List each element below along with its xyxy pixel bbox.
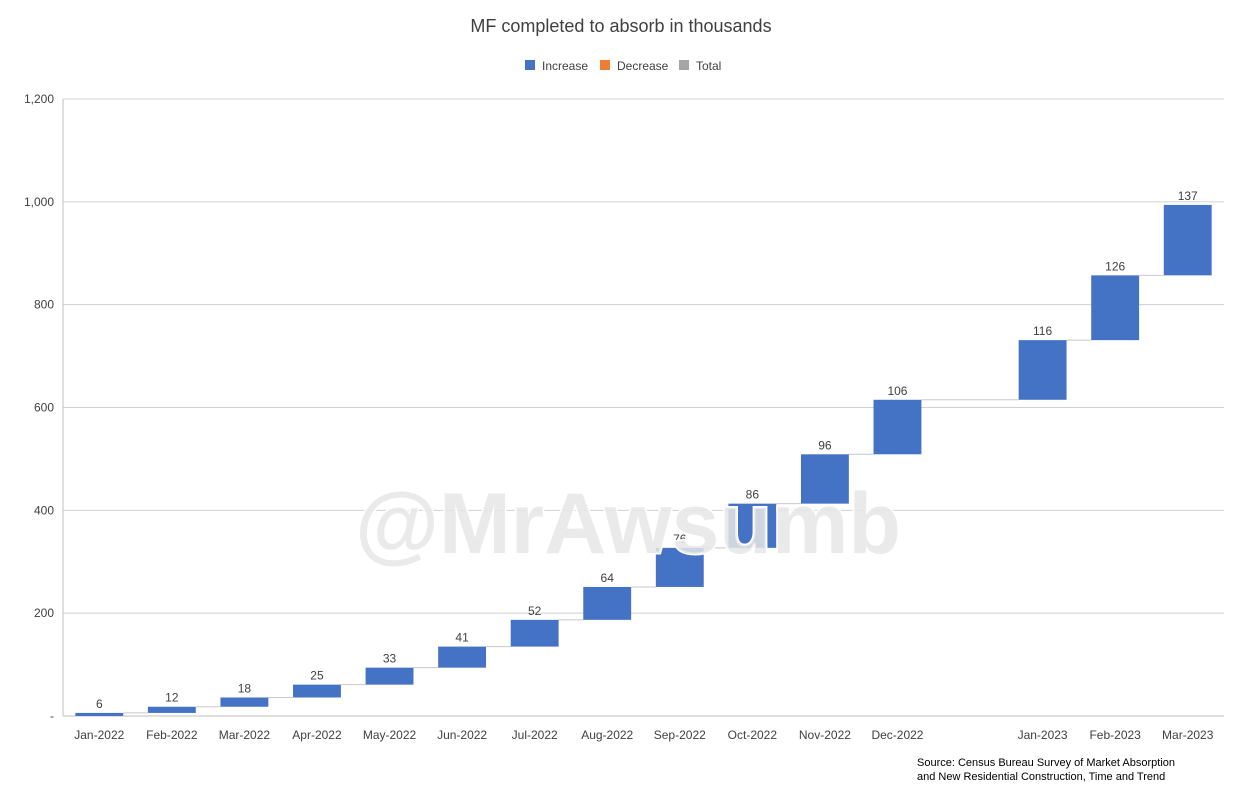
legend-label-total: Total (696, 59, 721, 73)
data-label: 52 (528, 604, 542, 618)
bar (438, 646, 487, 668)
x-axis-ticks: Jan-2022 Feb-2022 Mar-2022 Apr-2022 May-2022… (74, 728, 1213, 742)
y-tick-label: 1,200 (24, 92, 54, 106)
bar (1018, 340, 1067, 400)
x-tick-label: Jun-2022 (437, 728, 487, 742)
x-tick-label: Jul-2022 (512, 728, 558, 742)
source-line-1: Source: Census Bureau Survey of Market A… (917, 757, 1176, 769)
bar (728, 503, 777, 548)
chart-title: MF completed to absorb in thousands (470, 16, 771, 36)
data-label: 12 (165, 691, 179, 705)
x-tick-label: Mar-2023 (1162, 728, 1214, 742)
x-tick-label: Jan-2023 (1018, 728, 1068, 742)
x-tick-label: Mar-2022 (219, 728, 271, 742)
x-tick-label: Oct-2022 (728, 728, 778, 742)
bar (583, 586, 632, 620)
bar (147, 706, 196, 713)
bar (800, 454, 849, 504)
y-tick-label: 400 (34, 503, 54, 517)
data-label: 41 (455, 631, 469, 645)
legend-swatch-decrease (600, 60, 610, 70)
data-label: 116 (1033, 324, 1052, 338)
data-label: 76 (673, 532, 687, 546)
x-tick-label: Dec-2022 (871, 728, 923, 742)
y-tick-label: 600 (34, 401, 54, 415)
data-label: 18 (238, 681, 252, 695)
data-label: 25 (310, 669, 324, 683)
source-line-2: and New Residential Construction, Time a… (917, 771, 1166, 783)
legend-swatch-increase (525, 60, 535, 70)
x-tick-label: Feb-2023 (1089, 728, 1141, 742)
data-labels: 6 12 18 25 33 41 52 64 76 86 96 106 116 126 137 (96, 189, 1198, 711)
bars (75, 204, 1212, 716)
legend-swatch-total (679, 60, 689, 70)
watermark: @MrAwsumb (355, 476, 901, 572)
bar-connectors (123, 274, 1164, 714)
bar (365, 667, 414, 685)
gridlines (62, 98, 1224, 717)
x-tick-label: Apr-2022 (292, 728, 342, 742)
data-label: 86 (746, 488, 760, 502)
data-label: 106 (887, 384, 907, 398)
bar (655, 547, 704, 587)
y-axis-ticks: - 200 400 600 800 1,000 1,200 (24, 92, 54, 723)
x-tick-label: Sep-2022 (654, 728, 706, 742)
x-tick-label: Feb-2022 (146, 728, 198, 742)
data-label: 6 (96, 697, 103, 711)
data-label: 96 (818, 438, 832, 452)
y-tick-label: 1,000 (24, 195, 54, 209)
x-tick-label: May-2022 (363, 728, 417, 742)
y-tick-label: 800 (34, 298, 54, 312)
bar (220, 697, 269, 707)
legend-label-decrease: Decrease (617, 59, 669, 73)
data-label: 33 (383, 652, 397, 666)
bar (1163, 204, 1212, 276)
data-label: 137 (1178, 189, 1198, 203)
x-tick-label: Nov-2022 (799, 728, 851, 742)
x-tick-label: Aug-2022 (581, 728, 633, 742)
data-label: 126 (1105, 259, 1125, 273)
chart-legend: Increase Decrease Total (525, 59, 721, 73)
x-tick-label: Jan-2022 (74, 728, 124, 742)
y-tick-label: - (50, 709, 54, 723)
bar (1091, 275, 1140, 341)
bar (510, 619, 559, 647)
bar (873, 399, 922, 455)
y-tick-label: 200 (34, 606, 54, 620)
bar (75, 712, 124, 716)
source-note: Source: Census Bureau Survey of Market A… (917, 756, 1175, 784)
data-label: 64 (601, 571, 615, 585)
legend-label-increase: Increase (542, 59, 588, 73)
bar (293, 684, 341, 698)
